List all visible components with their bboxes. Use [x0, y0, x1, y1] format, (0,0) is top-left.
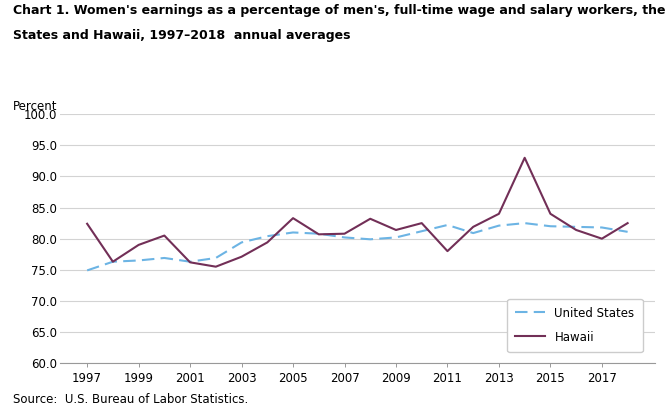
- United States: [238, 240, 246, 245]
- United States: [186, 259, 194, 264]
- Hawaii: [160, 233, 168, 238]
- Hawaii: [366, 216, 374, 221]
- Hawaii: [289, 216, 297, 221]
- United States: [135, 258, 143, 263]
- United States: [624, 229, 632, 234]
- United States: [341, 235, 349, 240]
- United States: [315, 231, 323, 236]
- United States: [469, 231, 477, 235]
- Hawaii: [263, 240, 271, 245]
- Hawaii: [392, 228, 400, 233]
- United States: [263, 234, 271, 239]
- United States: [160, 255, 168, 260]
- Text: Percent: Percent: [13, 100, 58, 113]
- Hawaii: [520, 155, 528, 160]
- Hawaii: [444, 248, 452, 253]
- United States: [572, 224, 580, 229]
- Hawaii: [212, 264, 220, 269]
- Hawaii: [341, 231, 349, 236]
- United States: [392, 235, 400, 240]
- Text: Source:  U.S. Bureau of Labor Statistics.: Source: U.S. Bureau of Labor Statistics.: [13, 393, 248, 406]
- Hawaii: [109, 259, 117, 264]
- United States: [418, 229, 426, 234]
- United States: [546, 224, 554, 228]
- Hawaii: [186, 260, 194, 265]
- Hawaii: [624, 221, 632, 226]
- Hawaii: [83, 221, 91, 226]
- Hawaii: [469, 224, 477, 229]
- Line: Hawaii: Hawaii: [87, 158, 628, 267]
- United States: [444, 222, 452, 227]
- Hawaii: [315, 232, 323, 237]
- Text: States and Hawaii, 1997–2018  annual averages: States and Hawaii, 1997–2018 annual aver…: [13, 29, 351, 42]
- United States: [366, 237, 374, 242]
- Legend: United States, Hawaii: United States, Hawaii: [507, 299, 643, 352]
- Hawaii: [546, 211, 554, 216]
- United States: [212, 255, 220, 260]
- Line: United States: United States: [87, 223, 628, 271]
- Hawaii: [135, 242, 143, 247]
- Hawaii: [598, 236, 606, 241]
- Hawaii: [418, 221, 426, 226]
- Hawaii: [495, 211, 503, 216]
- United States: [289, 230, 297, 235]
- United States: [109, 259, 117, 264]
- United States: [598, 225, 606, 230]
- United States: [83, 268, 91, 273]
- Text: Chart 1. Women's earnings as a percentage of men's, full-time wage and salary wo: Chart 1. Women's earnings as a percentag…: [13, 4, 668, 17]
- United States: [520, 221, 528, 226]
- Hawaii: [238, 254, 246, 259]
- Hawaii: [572, 228, 580, 233]
- United States: [495, 223, 503, 228]
